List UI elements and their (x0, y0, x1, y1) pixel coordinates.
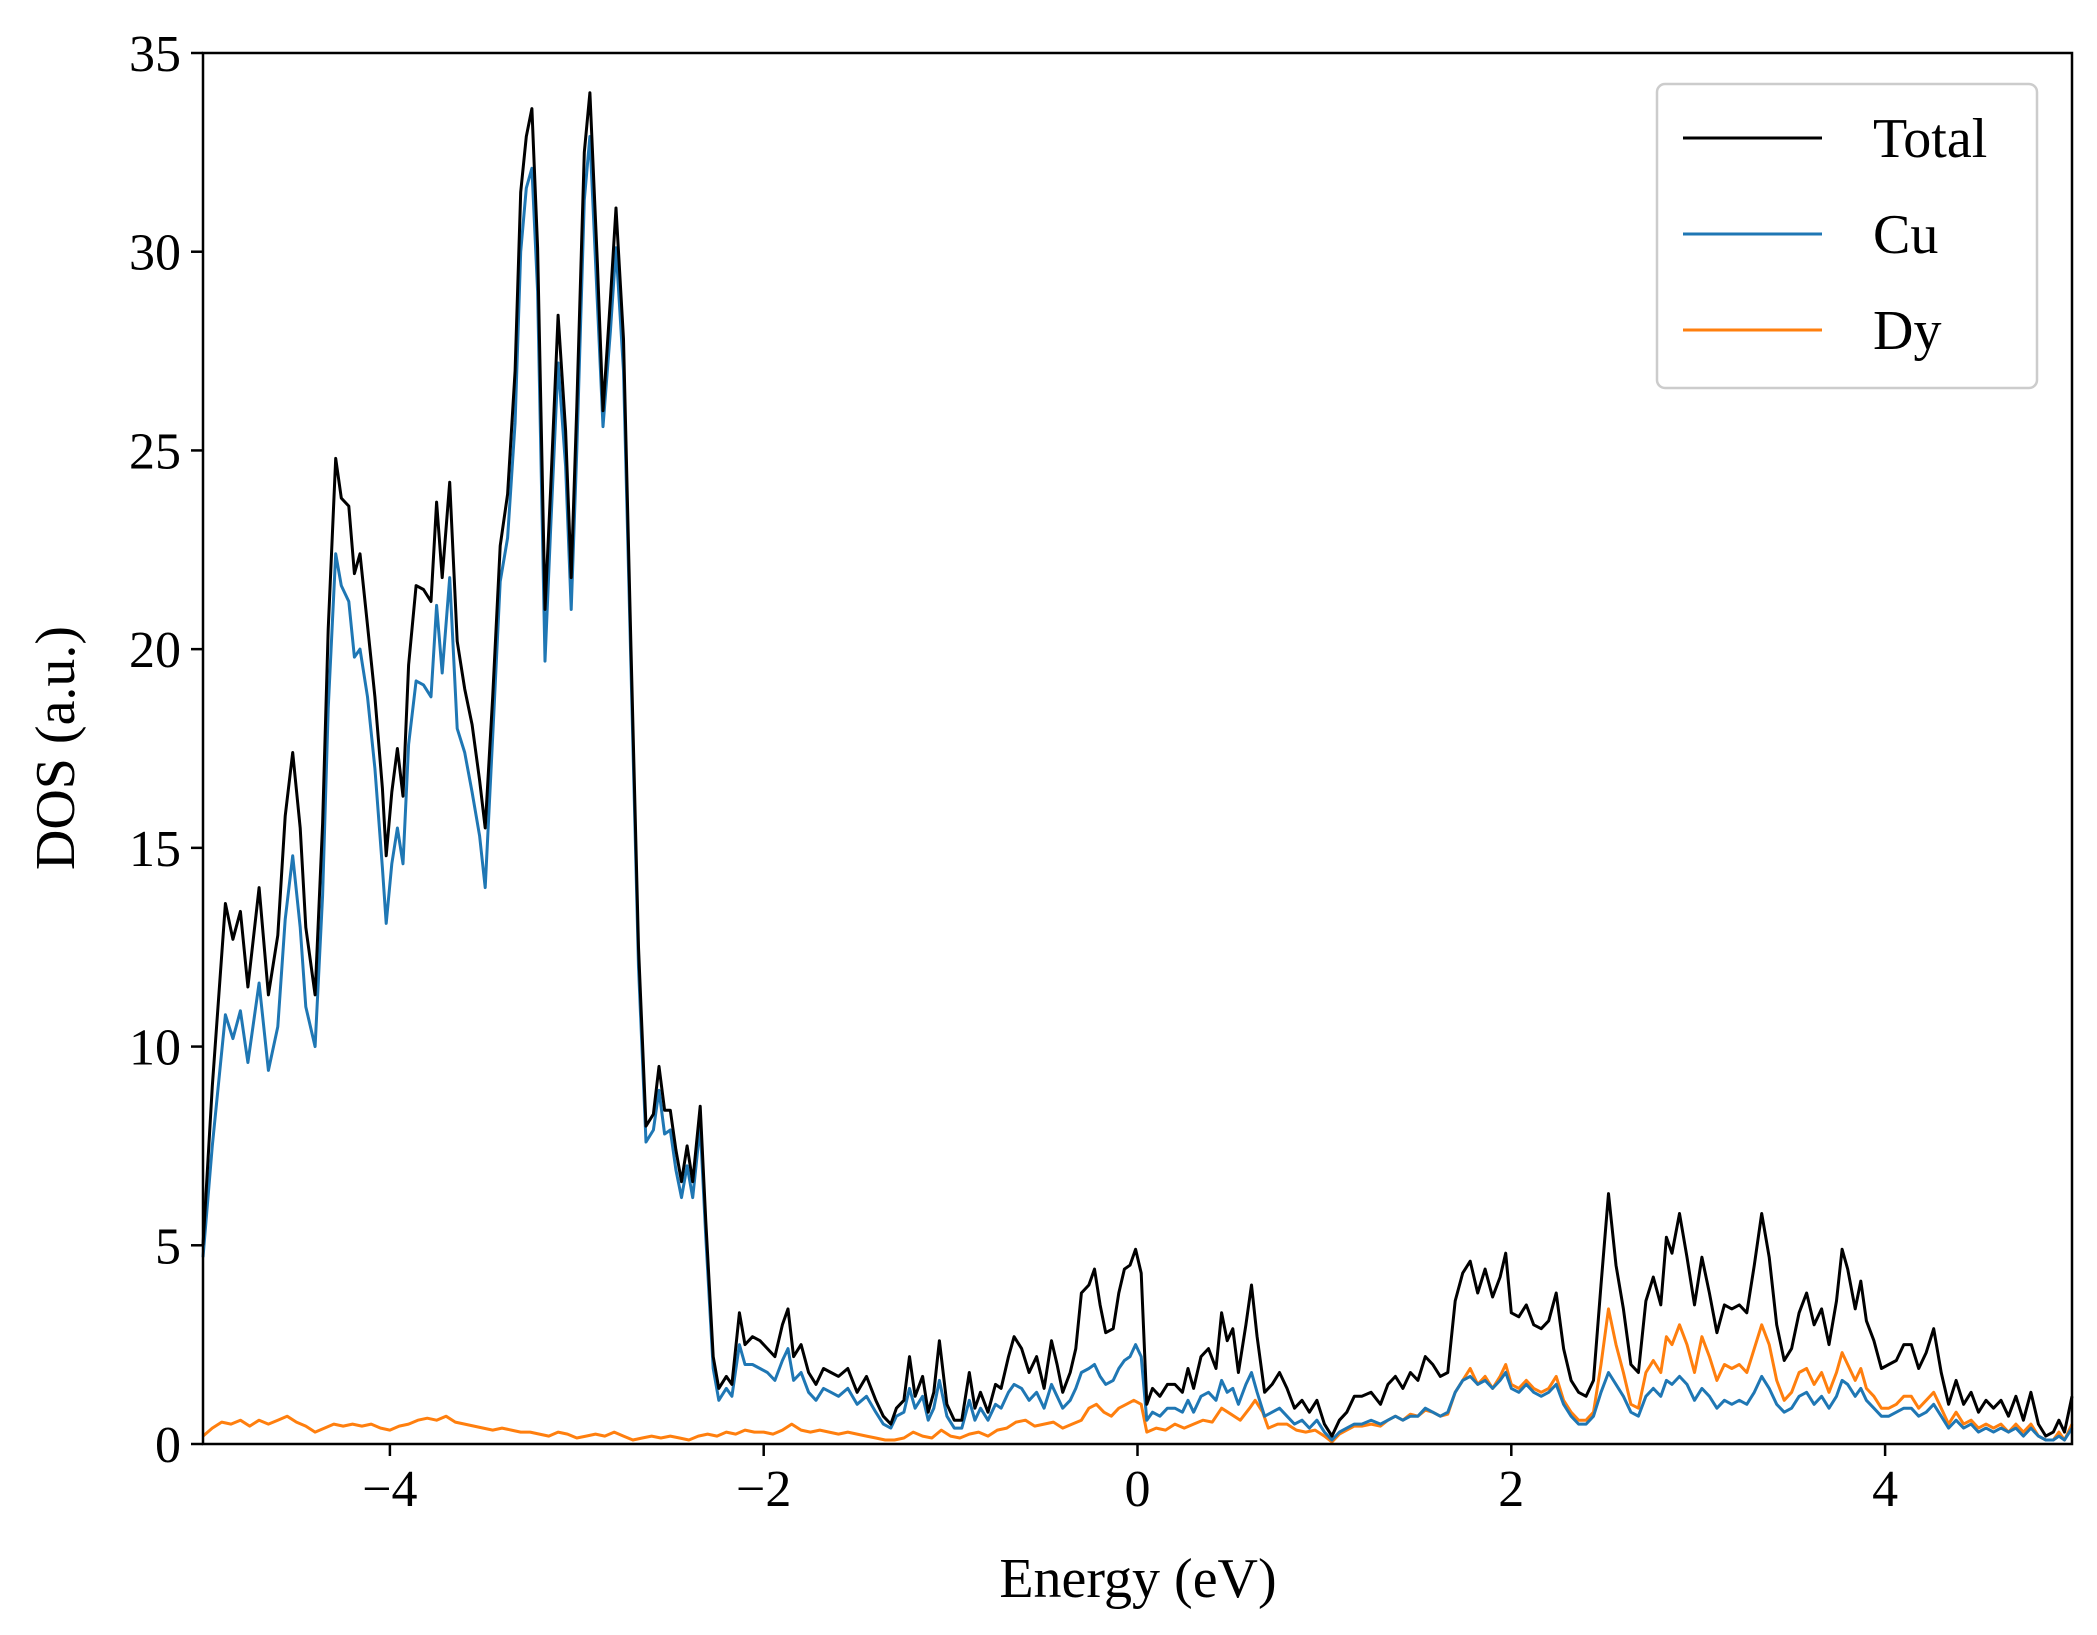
series-line-total (201, 91, 2074, 1438)
legend-label-dy: Dy (1873, 300, 1941, 362)
x-axis-ticks: −4 −2 0 2 4 (362, 1444, 1898, 1518)
x-tick-label: 4 (1872, 1461, 1898, 1518)
y-axis-ticks: 0 5 10 15 20 25 30 35 (129, 26, 203, 1474)
y-axis-label: DOS (a.u.) (25, 626, 87, 870)
y-tick-label: 15 (129, 821, 181, 878)
x-tick-label: −4 (362, 1461, 417, 1518)
y-tick-label: 10 (129, 1020, 181, 1077)
legend-label-total: Total (1873, 108, 1987, 170)
x-tick-label: 0 (1125, 1461, 1151, 1518)
y-tick-label: 25 (129, 423, 181, 480)
x-tick-label: 2 (1498, 1461, 1524, 1518)
legend: Total Cu Dy (1655, 82, 2039, 390)
x-tick-label: −2 (736, 1461, 791, 1518)
legend-box (1655, 82, 2039, 390)
y-tick-label: 0 (155, 1417, 181, 1474)
y-tick-label: 20 (129, 622, 181, 679)
series-line-dy (202, 1307, 2074, 1444)
y-tick-label: 35 (129, 26, 181, 83)
y-tick-label: 5 (155, 1218, 181, 1275)
series-layer (201, 91, 2074, 1444)
y-tick-label: 30 (129, 225, 181, 282)
legend-label-cu: Cu (1873, 204, 1938, 266)
series-line-cu (201, 135, 2074, 1442)
x-axis-label: Energy (eV) (999, 1548, 1276, 1610)
